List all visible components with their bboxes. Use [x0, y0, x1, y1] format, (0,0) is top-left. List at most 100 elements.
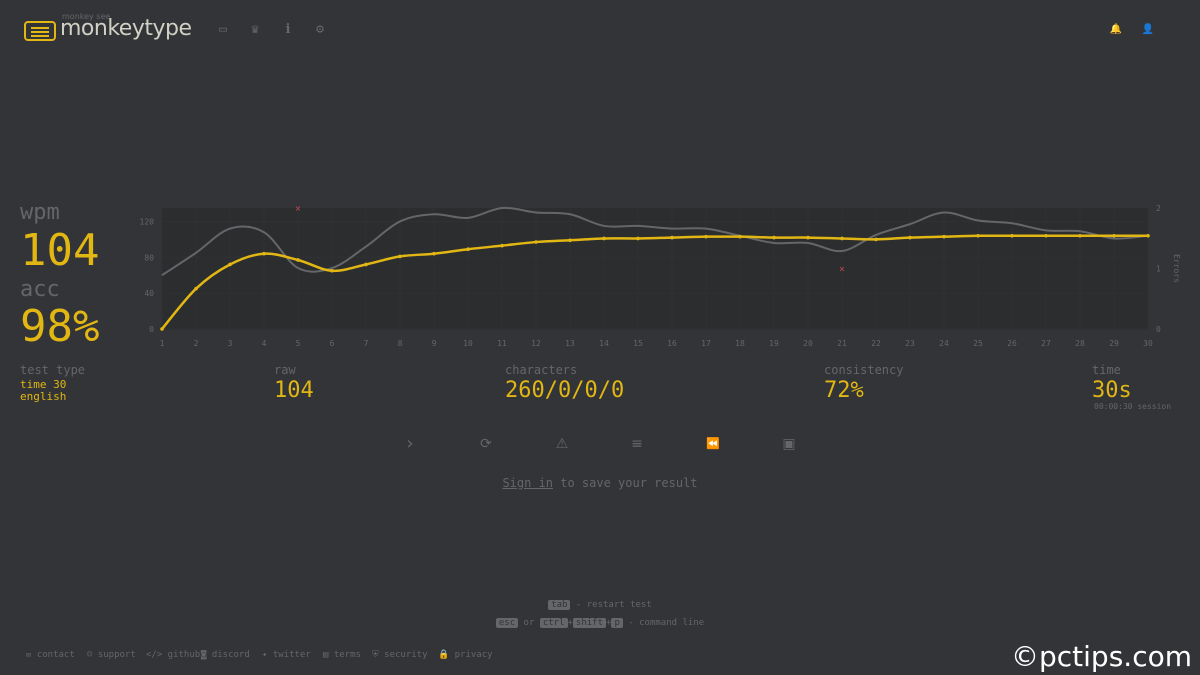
brand-tagline: monkey see [62, 12, 111, 21]
bell-icon[interactable]: 🔔 [1109, 24, 1123, 35]
restart-hint-text: - restart test [570, 600, 652, 610]
error-marker: × [839, 265, 846, 274]
consistency-value: 72% [824, 378, 864, 403]
y-tick-label: 80 [144, 253, 154, 262]
wpm-point [228, 262, 232, 267]
command-hint: esc or ctrl + shift + p - command line [0, 618, 1200, 628]
wpm-point [874, 237, 878, 242]
wpm-point [466, 247, 470, 252]
restart-button[interactable]: ⟳ [480, 436, 492, 452]
wpm-point [194, 286, 198, 291]
x-tick-label: 8 [398, 339, 403, 348]
watermark: ©pctips.com [1011, 640, 1192, 673]
y2-tick-label: 2 [1156, 204, 1161, 213]
raw-value: 104 [274, 378, 314, 403]
x-tick-label: 19 [769, 339, 779, 348]
x-tick-label: 13 [565, 339, 575, 348]
x-tick-label: 3 [228, 339, 233, 348]
words-history-button[interactable]: ≡ [631, 436, 643, 452]
wpm-point [602, 236, 606, 241]
gear-icon[interactable]: ⚙ [316, 22, 324, 37]
x-tick-label: 15 [633, 339, 643, 348]
user-icon[interactable]: 👤 [1141, 24, 1155, 35]
contact-link[interactable]: ✉ contact [26, 650, 75, 660]
y-tick-label: 40 [144, 289, 154, 298]
x-tick-label: 14 [599, 339, 609, 348]
wpm-point [670, 235, 674, 240]
keyboard-icon[interactable]: ▭ [219, 22, 227, 37]
time-value: 30s [1092, 378, 1132, 403]
time-label: time [1092, 363, 1121, 377]
brand-name[interactable]: monkeytype [60, 16, 192, 41]
y-tick-label: 120 [140, 217, 154, 226]
test-type-label: test type [20, 363, 86, 377]
wpm-chart: 1 2 3 4 5 6 7 8 9 10 11 12 13 14 15 16 17 18 19 20 21 22 23 24 2… [140, 204, 1180, 348]
logo-icon[interactable] [24, 21, 56, 41]
test-type-time: time 30 [20, 378, 67, 391]
x-tick-label: 7 [364, 339, 369, 348]
screenshot-button[interactable]: ▣ [782, 436, 796, 452]
wpm-point [432, 251, 436, 256]
terms-link[interactable]: ▤ terms [323, 650, 361, 660]
report-button[interactable]: ⚠ [555, 436, 569, 452]
x-tick-label: 18 [735, 339, 745, 348]
ctrl-key: ctrl [539, 618, 568, 628]
discord-link[interactable]: ◙ discord [201, 650, 250, 660]
signin-link[interactable]: Sign in [502, 476, 554, 490]
x-tick-label: 16 [667, 339, 677, 348]
signin-text: to save your result [553, 476, 698, 490]
command-hint-text: - command line [622, 618, 705, 628]
x-tick-label: 27 [1041, 339, 1051, 348]
x-tick-label: 29 [1109, 339, 1119, 348]
x-tick-label: 11 [497, 339, 507, 348]
twitter-link[interactable]: ✦ twitter [262, 650, 311, 660]
wpm-point [296, 258, 300, 262]
info-icon[interactable]: i [285, 22, 291, 37]
raw-series-line [161, 206, 1149, 277]
chart-plot-area [162, 208, 1148, 329]
wpm-point [1010, 233, 1014, 238]
wpm-point [772, 235, 776, 240]
test-type-language: english [20, 390, 67, 403]
wpm-point [806, 235, 810, 240]
consistency-label: consistency [824, 363, 904, 377]
x-tick-label: 17 [701, 339, 711, 348]
security-link[interactable]: ⛨ security [372, 650, 428, 660]
wpm-value: 104 [20, 225, 100, 276]
x-tick-label: 21 [837, 339, 847, 348]
characters-value: 260/0/0/0 [505, 378, 625, 403]
or-text: or [518, 618, 540, 628]
y2-tick-label: 0 [1156, 325, 1161, 334]
x-tick-label: 25 [973, 339, 983, 348]
wpm-point [942, 234, 946, 239]
github-link[interactable]: </> github [146, 650, 201, 660]
y2-axis-label: Errors [1172, 254, 1180, 283]
x-tick-label: 12 [531, 339, 541, 348]
replay-button[interactable]: ⏪ [706, 437, 720, 450]
acc-value: 98% [20, 301, 100, 352]
x-tick-label: 23 [905, 339, 915, 348]
x-tick-label: 6 [330, 339, 335, 348]
wpm-point [738, 234, 742, 239]
tab-key: tab [548, 600, 571, 610]
wpm-point [908, 235, 912, 240]
characters-label: characters [505, 363, 578, 377]
wpm-point [500, 243, 504, 248]
esc-key: esc [495, 618, 519, 628]
x-tick-label: 30 [1143, 339, 1153, 348]
y-tick-label: 0 [149, 325, 154, 334]
privacy-link[interactable]: 🔒 privacy [438, 650, 493, 660]
shift-key: shift [572, 618, 607, 628]
wpm-point [704, 234, 708, 239]
next-test-button[interactable]: › [406, 433, 414, 454]
x-tick-label: 2 [194, 339, 199, 348]
wpm-point [840, 236, 844, 241]
wpm-point [1044, 233, 1048, 238]
x-tick-label: 9 [432, 339, 437, 348]
x-tick-label: 26 [1007, 339, 1017, 348]
support-link[interactable]: ☺ support [87, 650, 136, 660]
p-key: p [611, 618, 623, 628]
crown-icon[interactable]: ♛ [251, 22, 259, 37]
plus-sign-2: + [606, 618, 612, 628]
wpm-point [398, 254, 402, 259]
